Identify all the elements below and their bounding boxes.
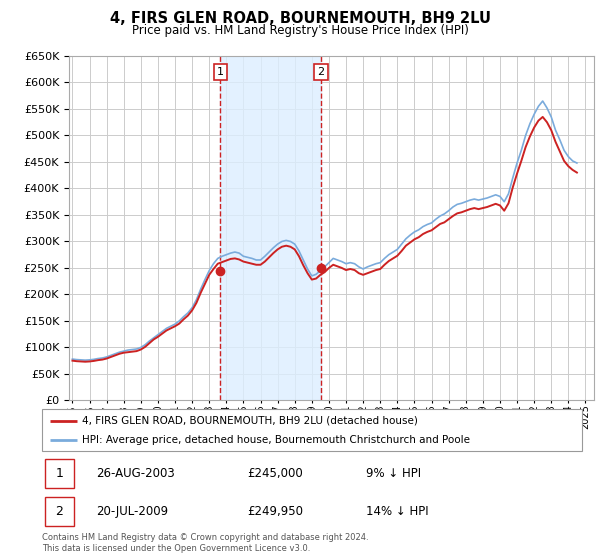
Text: Contains HM Land Registry data © Crown copyright and database right 2024.
This d: Contains HM Land Registry data © Crown c… <box>42 533 368 553</box>
Text: 2: 2 <box>317 67 325 77</box>
Text: HPI: Average price, detached house, Bournemouth Christchurch and Poole: HPI: Average price, detached house, Bour… <box>83 435 470 445</box>
Text: 14% ↓ HPI: 14% ↓ HPI <box>366 505 428 518</box>
Text: Price paid vs. HM Land Registry's House Price Index (HPI): Price paid vs. HM Land Registry's House … <box>131 24 469 36</box>
Text: 1: 1 <box>217 67 224 77</box>
FancyBboxPatch shape <box>42 409 582 451</box>
Bar <box>220 56 321 400</box>
Text: 4, FIRS GLEN ROAD, BOURNEMOUTH, BH9 2LU (detached house): 4, FIRS GLEN ROAD, BOURNEMOUTH, BH9 2LU … <box>83 416 418 426</box>
FancyBboxPatch shape <box>45 497 74 526</box>
FancyBboxPatch shape <box>45 459 74 488</box>
Text: 4, FIRS GLEN ROAD, BOURNEMOUTH, BH9 2LU: 4, FIRS GLEN ROAD, BOURNEMOUTH, BH9 2LU <box>110 11 491 26</box>
Text: 20-JUL-2009: 20-JUL-2009 <box>96 505 168 518</box>
Text: 9% ↓ HPI: 9% ↓ HPI <box>366 468 421 480</box>
Text: 2: 2 <box>55 505 63 518</box>
Text: £249,950: £249,950 <box>247 505 303 518</box>
Text: 1: 1 <box>55 468 63 480</box>
Text: 26-AUG-2003: 26-AUG-2003 <box>96 468 175 480</box>
Text: £245,000: £245,000 <box>247 468 303 480</box>
